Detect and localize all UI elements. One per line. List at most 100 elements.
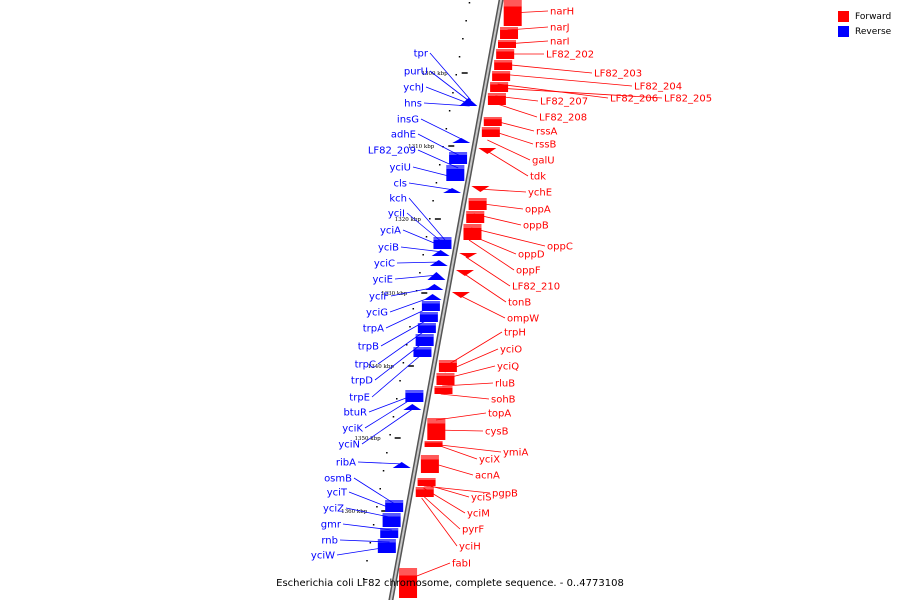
gene-label[interactable]: tonB [508,298,531,309]
gene-label[interactable]: trpC [355,360,376,371]
gene-label[interactable]: narI [550,37,570,48]
gene-label[interactable]: yciW [311,551,335,562]
leader-line [339,539,390,543]
gene-label[interactable]: hns [404,99,422,110]
leader-line [423,485,491,494]
gene-label[interactable]: yciN [338,440,360,451]
gene-label[interactable]: rssB [535,140,557,151]
gene-label[interactable]: fabI [452,559,471,570]
gene-label[interactable]: yciA [380,226,401,237]
gene-label[interactable]: LF82_205 [664,94,712,105]
leader-line [434,429,484,432]
gene-label[interactable]: LF82_207 [540,97,588,108]
leader-line [507,26,549,31]
gene-label[interactable]: yciS [471,493,492,504]
forward-gene-block [490,82,509,92]
gene-label[interactable]: insG [397,115,419,126]
gene-label[interactable]: cls [394,179,408,190]
gene-label[interactable]: rnb [321,536,338,547]
gene-label[interactable]: topA [488,409,511,420]
gene-label[interactable]: LF82_208 [539,113,587,124]
gene-label[interactable]: tdk [530,172,546,183]
gene-label[interactable]: osmB [324,474,352,485]
gene-label[interactable]: btuR [343,408,367,419]
leader-line [431,442,478,460]
gene-label[interactable]: trpH [504,328,526,339]
gene-label[interactable]: trpE [349,393,370,404]
gene-label[interactable]: ychJ [403,83,424,94]
gene-label[interactable]: yciQ [497,362,519,373]
gene-label[interactable]: yciO [500,345,522,356]
gene-label[interactable]: sohB [491,395,516,406]
gene-label[interactable]: yciF [369,292,389,303]
gene-label[interactable]: oppC [547,242,573,253]
minor-tick [409,326,411,328]
leader-line [396,261,441,264]
gene-label[interactable]: galU [532,156,555,167]
gene-label[interactable]: pyrF [462,525,484,536]
gene-label[interactable]: narH [550,7,574,18]
gene-label[interactable]: yciT [327,488,348,499]
gene-label[interactable]: LF82_202 [546,50,594,61]
gene-label[interactable]: trpB [358,342,379,353]
reverse-gene-block [415,334,434,346]
gene-label[interactable]: yciK [342,424,363,435]
gene-label[interactable]: kch [389,194,407,205]
leader-line [390,286,437,297]
gene-label[interactable]: oppA [525,205,551,216]
leader-line [412,166,457,179]
gene-label[interactable]: trpA [363,324,384,335]
gene-label[interactable]: ompW [507,314,539,325]
gene-label[interactable]: yciZ [323,504,344,515]
gene-label[interactable]: yciM [467,509,490,520]
gene-label[interactable]: cysB [485,427,509,438]
forward-gene-block [494,60,513,70]
gene-label[interactable]: LF82_209 [368,146,416,157]
gene-label[interactable]: gmr [321,520,342,531]
gene-label[interactable]: acnA [475,471,500,482]
gene-label[interactable]: yciI [388,209,405,220]
gene-label[interactable]: oppD [518,250,545,261]
forward-gene-block [427,418,446,440]
reverse-swatch [838,26,849,37]
gene-label[interactable]: LF82_203 [594,69,642,80]
gene-label[interactable]: LF82_206 [610,94,658,105]
gene-label[interactable]: yciU [389,163,411,174]
reverse-gene-block [377,539,396,553]
leader-line [364,395,417,429]
gene-label[interactable]: yciH [459,542,481,553]
legend-label-reverse: Reverse [855,26,892,37]
gene-label[interactable]: ribA [336,458,356,469]
minor-tick [405,344,408,346]
label-leader-lines [336,10,663,581]
gene-label[interactable]: ychE [528,188,552,199]
gene-label[interactable]: LF82_210 [512,282,560,293]
leader-line [468,239,515,271]
gene-label[interactable]: purU [404,67,428,78]
tick-label: 1320 kbp [395,217,422,223]
gene-label[interactable]: pgpB [492,489,518,500]
minor-tick [422,254,424,256]
gene-label[interactable]: adhE [391,130,416,141]
gene-label[interactable]: oppF [516,266,541,277]
gene-label[interactable]: oppB [523,221,549,232]
gene-label[interactable]: yciX [479,455,500,466]
gene-label[interactable]: tpr [414,49,429,60]
minor-tick [386,452,388,454]
leader-line [442,382,494,387]
gene-label[interactable]: trpD [351,376,373,387]
gene-label[interactable]: ymiA [503,448,528,459]
gene-label[interactable]: yciB [378,243,399,254]
gene-label[interactable]: yciC [374,259,395,270]
gene-label[interactable]: yciG [366,308,388,319]
gene-label[interactable]: rssA [536,127,558,138]
gene-label[interactable]: yciE [372,275,393,286]
leader-line [485,149,529,177]
gene-label[interactable]: rluB [495,379,515,390]
gene-label[interactable]: LF82_204 [634,82,682,93]
gene-label[interactable]: narJ [550,23,570,34]
minor-tick [392,416,395,418]
tick-label: 1360 kbp [341,509,368,515]
leader-line [348,491,396,511]
leader-line [385,305,434,329]
